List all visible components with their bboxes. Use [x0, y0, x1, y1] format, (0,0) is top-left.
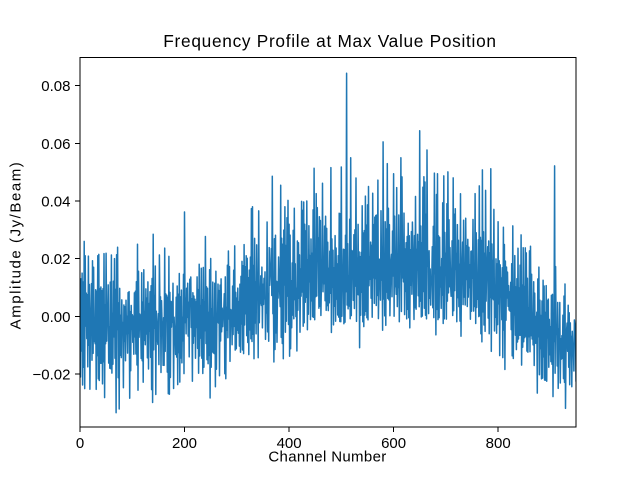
svg-text:Amplitude (Jy/Beam): Amplitude (Jy/Beam)	[8, 161, 25, 330]
svg-text:0.00: 0.00	[41, 309, 70, 326]
svg-text:0.06: 0.06	[41, 136, 70, 153]
svg-text:800: 800	[486, 435, 511, 452]
svg-text:200: 200	[172, 435, 197, 452]
svg-text:400: 400	[277, 435, 302, 452]
svg-text:0.08: 0.08	[41, 78, 70, 95]
svg-text:0.02: 0.02	[41, 251, 70, 268]
svg-text:Frequency Profile at Max Value: Frequency Profile at Max Value Position	[163, 31, 496, 51]
svg-text:−0.02: −0.02	[33, 367, 71, 384]
svg-text:Channel Number: Channel Number	[268, 449, 386, 466]
svg-text:0: 0	[76, 435, 84, 452]
svg-text:600: 600	[381, 435, 406, 452]
svg-text:0.04: 0.04	[41, 193, 70, 210]
